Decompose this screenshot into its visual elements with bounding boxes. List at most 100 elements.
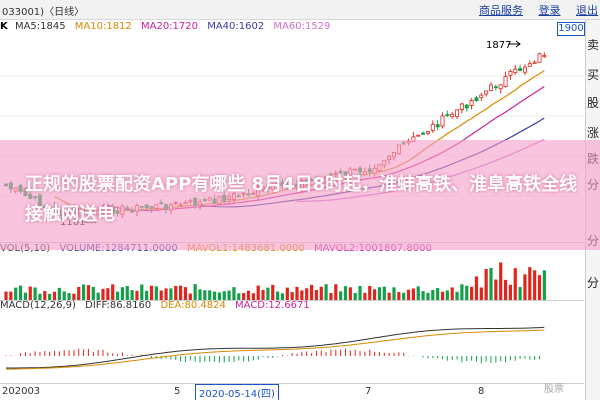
stock-code-label: 033001)〈日线〉 bbox=[2, 7, 85, 18]
volume-bar bbox=[101, 288, 105, 300]
volume-bar bbox=[261, 289, 265, 300]
candle-body bbox=[527, 63, 532, 67]
side-label-rise[interactable]: 涨 bbox=[587, 126, 600, 140]
volume-bar bbox=[382, 286, 386, 300]
volume-bar bbox=[319, 286, 323, 300]
candle-body bbox=[421, 132, 426, 135]
volume-bar bbox=[125, 286, 129, 300]
volume-bar bbox=[203, 290, 207, 300]
volume-bar bbox=[508, 284, 512, 300]
macd-chart[interactable] bbox=[0, 316, 584, 380]
volume-bar bbox=[484, 269, 488, 300]
headline-banner: 正规的股票配资APP有哪些 8月4日8时起，淮蚌高铁、淮阜高铁全线接触网送电 bbox=[0, 140, 600, 250]
product-service-link[interactable]: 商品服务 bbox=[479, 4, 523, 17]
volume-bar bbox=[237, 293, 241, 300]
diff-value: DIFF:86.8160 bbox=[85, 300, 152, 311]
ma5-value: MA5:1845 bbox=[14, 21, 66, 32]
date-axis: 202003 5 2020-05-14(四) 7 8 bbox=[0, 384, 584, 400]
volume-bar bbox=[251, 293, 255, 300]
candle-body bbox=[450, 113, 455, 117]
volume-bar bbox=[353, 293, 357, 300]
volume-bar bbox=[52, 291, 57, 300]
volume-bar bbox=[48, 293, 52, 300]
volume-bar bbox=[416, 286, 420, 300]
volume-bar bbox=[402, 292, 406, 300]
ma10-value: MA10:1812 bbox=[74, 21, 132, 32]
volume-bar bbox=[377, 287, 382, 300]
candle-body bbox=[435, 124, 440, 128]
side-label-min-3[interactable]: 分 bbox=[587, 276, 600, 290]
volume-bar bbox=[188, 293, 192, 300]
volume-bar bbox=[533, 270, 537, 300]
candle-body bbox=[508, 70, 513, 76]
volume-bar bbox=[159, 290, 163, 300]
volume-bar bbox=[57, 287, 61, 300]
volume-bar bbox=[305, 288, 309, 300]
volume-bar bbox=[145, 290, 149, 300]
logout-link[interactable]: 退出 bbox=[576, 4, 598, 17]
volume-bar bbox=[329, 293, 333, 300]
volume-bar bbox=[334, 284, 338, 300]
volume-bar bbox=[256, 285, 260, 300]
volume-bar bbox=[276, 291, 280, 300]
volume-bar bbox=[271, 284, 275, 300]
candle-body bbox=[440, 115, 445, 127]
selected-date[interactable]: 2020-05-14(四) bbox=[195, 384, 279, 400]
volume-bar bbox=[18, 285, 23, 300]
volume-bar bbox=[523, 274, 527, 300]
volume-bar bbox=[72, 293, 76, 300]
candle-body bbox=[464, 104, 469, 109]
date-tick-1: 202003 bbox=[2, 386, 41, 397]
volume-bar bbox=[33, 287, 37, 300]
volume-bar bbox=[198, 289, 202, 300]
k-label: K bbox=[0, 21, 8, 32]
volume-bar bbox=[106, 288, 110, 300]
volume-bar bbox=[343, 286, 348, 300]
candle-body bbox=[498, 84, 503, 90]
volume-bar bbox=[358, 286, 362, 300]
volume-bar bbox=[465, 285, 469, 300]
volume-bar bbox=[503, 279, 508, 300]
volume-bar bbox=[436, 288, 440, 300]
volume-bar bbox=[339, 291, 343, 300]
volume-bar bbox=[363, 292, 367, 300]
side-label-buy[interactable]: 买 bbox=[587, 68, 600, 82]
volume-bar bbox=[208, 290, 212, 300]
volume-bar bbox=[285, 287, 289, 300]
volume-bar bbox=[246, 290, 251, 300]
candle-body bbox=[416, 134, 421, 137]
volume-bar bbox=[494, 279, 498, 300]
date-tick-4: 8 bbox=[478, 386, 485, 397]
volume-bar bbox=[300, 290, 304, 300]
candle-body bbox=[459, 103, 464, 110]
volume-bar bbox=[62, 291, 66, 300]
volume-bar bbox=[290, 292, 294, 300]
divider-dates bbox=[0, 383, 584, 384]
dea-curve bbox=[5, 329, 545, 370]
candle-body bbox=[479, 94, 484, 98]
volume-bar bbox=[149, 285, 154, 300]
macd-label: MACD(12,26,9) bbox=[0, 300, 76, 311]
volume-bar bbox=[115, 291, 120, 300]
volume-bar bbox=[324, 284, 328, 300]
volume-bar bbox=[513, 268, 517, 300]
volume-bar bbox=[489, 268, 493, 300]
login-link[interactable]: 登录 bbox=[538, 4, 561, 17]
candle-body bbox=[455, 109, 460, 117]
volume-chart[interactable] bbox=[0, 258, 584, 300]
volume-bar bbox=[528, 267, 532, 300]
ma20-value: MA20:1720 bbox=[140, 21, 198, 32]
volume-bar bbox=[280, 293, 285, 300]
volume-bar bbox=[120, 287, 124, 300]
volume-bar bbox=[86, 285, 91, 300]
volume-bar bbox=[9, 291, 13, 300]
side-label-sell[interactable]: 卖 bbox=[587, 38, 600, 52]
volume-bar bbox=[179, 285, 183, 300]
volume-bar bbox=[232, 287, 236, 300]
volume-bar bbox=[4, 291, 8, 300]
divider-macd bbox=[0, 300, 584, 301]
date-tick-3: 7 bbox=[365, 386, 372, 397]
volume-bar bbox=[392, 287, 396, 300]
side-label-stock[interactable]: 股 bbox=[587, 96, 600, 110]
